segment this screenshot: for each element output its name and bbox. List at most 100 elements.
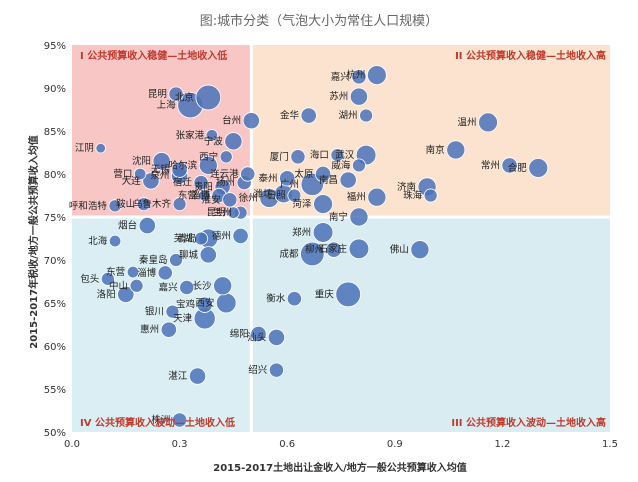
city-label: 洛阳 [97, 288, 116, 300]
bubble-point [478, 112, 498, 133]
city-label: 沈阳 [132, 155, 151, 167]
city-label: 昆明 [148, 89, 167, 100]
city-label: 太原 [294, 168, 313, 180]
city-label: 杭州 [346, 69, 365, 81]
city-label: 石家庄 [319, 243, 348, 255]
city-label: 张家港 [176, 129, 205, 141]
bubble-point [250, 325, 267, 343]
y-tick-label: 95% [44, 41, 66, 52]
bubble-point [348, 238, 370, 260]
bubble-point [196, 296, 213, 313]
city-label: 日照 [267, 191, 287, 202]
bubble-point [314, 165, 332, 183]
city-label: 青岛 [178, 233, 197, 245]
city-label: 湛江 [168, 371, 188, 382]
bubble-point [108, 234, 122, 248]
city-label: 温州 [458, 117, 477, 128]
bubble-point [286, 291, 302, 307]
city-label: 东营 [178, 190, 197, 202]
bubble-point [95, 142, 106, 154]
bubble-point [224, 132, 243, 151]
bubble-point [198, 155, 218, 175]
city-label: 苏州 [329, 91, 348, 103]
city-label: 银川 [145, 306, 164, 318]
city-label: 长沙 [193, 280, 213, 292]
bubble-point [287, 188, 302, 203]
city-label: 聊城 [179, 249, 199, 261]
bubble-point [171, 161, 188, 178]
y-tick-label: 55% [44, 385, 66, 396]
city-label: 淄博 [137, 267, 157, 279]
city-label: 郑州 [292, 226, 311, 238]
bubble-point [169, 253, 183, 267]
bubble-point [325, 241, 342, 258]
city-label: 泰州 [258, 172, 277, 184]
city-label: 包头 [80, 273, 99, 285]
city-label: 鞍山 [116, 198, 135, 210]
city-label: 佛山 [390, 244, 409, 256]
x-tick-label: 0.3 [172, 439, 188, 450]
bubble-point [351, 69, 367, 85]
city-label: 成都 [279, 248, 299, 260]
x-tick-label: 0.6 [279, 439, 295, 450]
city-label: 上海 [157, 99, 177, 111]
bubble-point [129, 278, 144, 293]
city-label: 烟台 [118, 220, 137, 232]
bubble-point [142, 172, 160, 190]
bubble-point [205, 129, 219, 142]
city-label: 威海 [331, 159, 351, 171]
bubble-point [367, 187, 387, 207]
quadrant-label-layer: I 公共预算收入稳健—土地收入低 II 公共预算收入稳健—土地收入高 III 公共预… [80, 49, 606, 429]
city-label: 芜湖 [174, 233, 193, 245]
city-label: 西安 [195, 297, 214, 309]
city-label: 武汉 [335, 149, 355, 161]
bubble-point [215, 292, 237, 314]
bubble-point [410, 240, 430, 260]
bubble-point [528, 158, 549, 178]
bubble-point [290, 149, 306, 165]
city-label: 营口 [113, 168, 132, 180]
x-tick-label: 0.0 [64, 439, 80, 450]
city-label: 德州 [212, 230, 231, 242]
bubble-point [157, 265, 173, 281]
bubble-point [300, 241, 325, 267]
bubble-layer [95, 65, 549, 428]
bubble-point [240, 166, 256, 182]
bubble-point [330, 148, 345, 163]
bubble-point [126, 265, 140, 279]
y-tick-label: 60% [44, 342, 66, 353]
y-tick-label: 85% [44, 127, 66, 138]
bubble-point [133, 167, 147, 181]
city-label: 菏泽 [293, 199, 313, 210]
city-label: 呼和浩特 [69, 200, 108, 212]
bubble-point [268, 362, 285, 378]
bubble-point [313, 194, 333, 215]
city-label: 淮安 [202, 194, 221, 206]
quadrant-label-III: III 公共预算收入波动—土地收入高 [451, 416, 606, 429]
city-label: 东营 [106, 266, 125, 278]
bubble-point [312, 222, 334, 243]
bubble-point [242, 112, 260, 130]
bubble-point [138, 216, 156, 235]
city-label: 济南 [397, 181, 416, 193]
bubble-point [168, 86, 184, 102]
y-tick-label: 80% [44, 170, 66, 181]
y-tick-label: 65% [44, 299, 66, 310]
city-label: 哈尔滨 [169, 159, 198, 171]
bubble-point [349, 87, 369, 106]
city-label: 绍兴 [248, 364, 267, 376]
bubble-point [213, 276, 233, 296]
city-label: 兰州 [213, 207, 232, 219]
bubble-point [279, 170, 296, 187]
city-label: 天津 [173, 313, 193, 324]
quadrant-label-IV: IV 公共预算收入波动—土地收入低 [80, 416, 235, 429]
city-label: 秦皇岛 [139, 254, 168, 266]
bubble-point [160, 321, 177, 338]
x-axis-label: 2015-2017土地出让金收入/地方一般公共预算收入均值 [213, 461, 466, 474]
bubble-point [108, 199, 122, 213]
city-label: 北海 [88, 235, 108, 247]
bubble-point [117, 285, 135, 304]
bubble-point [335, 281, 361, 308]
